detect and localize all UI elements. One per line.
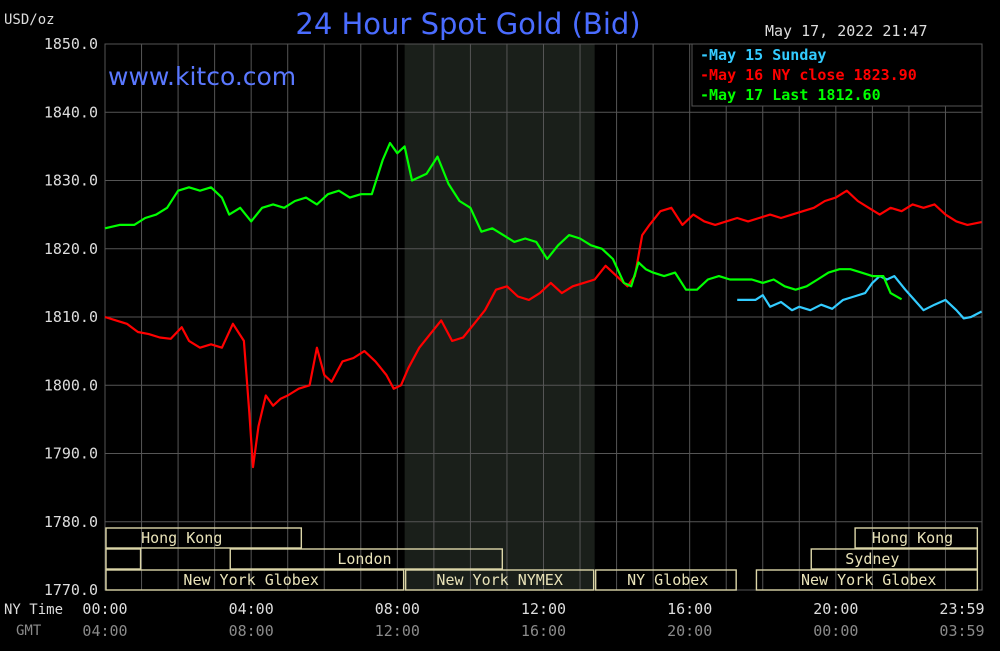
session-box: [755, 569, 979, 591]
chart-title: 24 Hour Spot Gold (Bid): [295, 7, 640, 41]
series-line: [104, 141, 903, 301]
session-label: Sydney: [845, 550, 899, 568]
session-label: NY Globex: [627, 571, 708, 589]
x-tick-label-gmt: 12:00: [375, 622, 420, 640]
market-sessions: Hong Kong Hong Kong London Sydney New York G…: [105, 527, 979, 591]
y-tick-label: 1800.0: [44, 376, 98, 394]
x-tick-label-gmt: 00:00: [813, 622, 858, 640]
session-label: Hong Kong: [872, 529, 953, 547]
x-tick-label-ny: 23:59: [939, 600, 984, 618]
series-line: [737, 275, 983, 320]
session-box: [105, 527, 303, 549]
timestamp: May 17, 2022 21:47: [765, 22, 928, 40]
series-line: [104, 189, 982, 469]
x-tick-label-ny: 16:00: [667, 600, 712, 618]
session-box: [105, 569, 405, 591]
session-box: [105, 548, 142, 570]
session-box: [594, 569, 737, 591]
y-tick-label: 1810.0: [44, 308, 98, 326]
session-label: New York Globex: [801, 571, 936, 589]
x-tick-label-ny: 12:00: [521, 600, 566, 618]
x-tick-label-gmt: 03:59: [939, 622, 984, 640]
legend-entry: -May 15 Sunday: [700, 46, 826, 64]
x-tick-label-ny: 04:00: [229, 600, 274, 618]
y-tick-label: 1770.0: [44, 581, 98, 599]
x-axis-ticks: 00:00 04:00 04:00 08:00 08:00 12:00 12:00 16:00…: [82, 600, 984, 640]
legend: -May 15 Sunday -May 16 NY close 1823.90 -M…: [691, 43, 983, 107]
x-tick-label-ny: 20:00: [813, 600, 858, 618]
x-tick-label-ny: 08:00: [375, 600, 420, 618]
session-box: [404, 569, 595, 591]
x-tick-label-gmt: 08:00: [229, 622, 274, 640]
session-label: New York NYMEX: [436, 571, 562, 589]
unit-label: USD/oz: [4, 12, 55, 28]
y-tick-label: 1790.0: [44, 445, 98, 463]
y-axis-ticks: 1850.0 1840.0 1830.0 1820.0 1810.0 1800.0 1790…: [44, 35, 98, 599]
session-label: London: [337, 550, 391, 568]
session-label: New York Globex: [183, 571, 318, 589]
y-tick-label: 1840.0: [44, 103, 98, 121]
x-tick-label-gmt: 16:00: [521, 622, 566, 640]
y-tick-label: 1780.0: [44, 513, 98, 531]
price-series: [104, 141, 983, 469]
ny-time-row-label: NY Time: [4, 602, 63, 618]
watermark: www.kitco.com: [108, 62, 296, 91]
session-label: Hong Kong: [141, 529, 222, 547]
legend-entry: -May 16 NY close 1823.90: [700, 66, 917, 84]
legend-entry: -May 17 Last 1812.60: [700, 86, 881, 104]
session-box: [229, 548, 504, 570]
y-tick-label: 1820.0: [44, 240, 98, 258]
y-tick-label: 1830.0: [44, 172, 98, 190]
y-tick-label: 1850.0: [44, 35, 98, 53]
x-tick-label-gmt: 04:00: [82, 622, 127, 640]
x-tick-label-gmt: 20:00: [667, 622, 712, 640]
session-box: [854, 527, 979, 549]
gmt-row-label: GMT: [16, 623, 42, 639]
legend-box: [691, 43, 983, 107]
x-tick-label-ny: 00:00: [82, 600, 127, 618]
session-box: [810, 548, 979, 570]
